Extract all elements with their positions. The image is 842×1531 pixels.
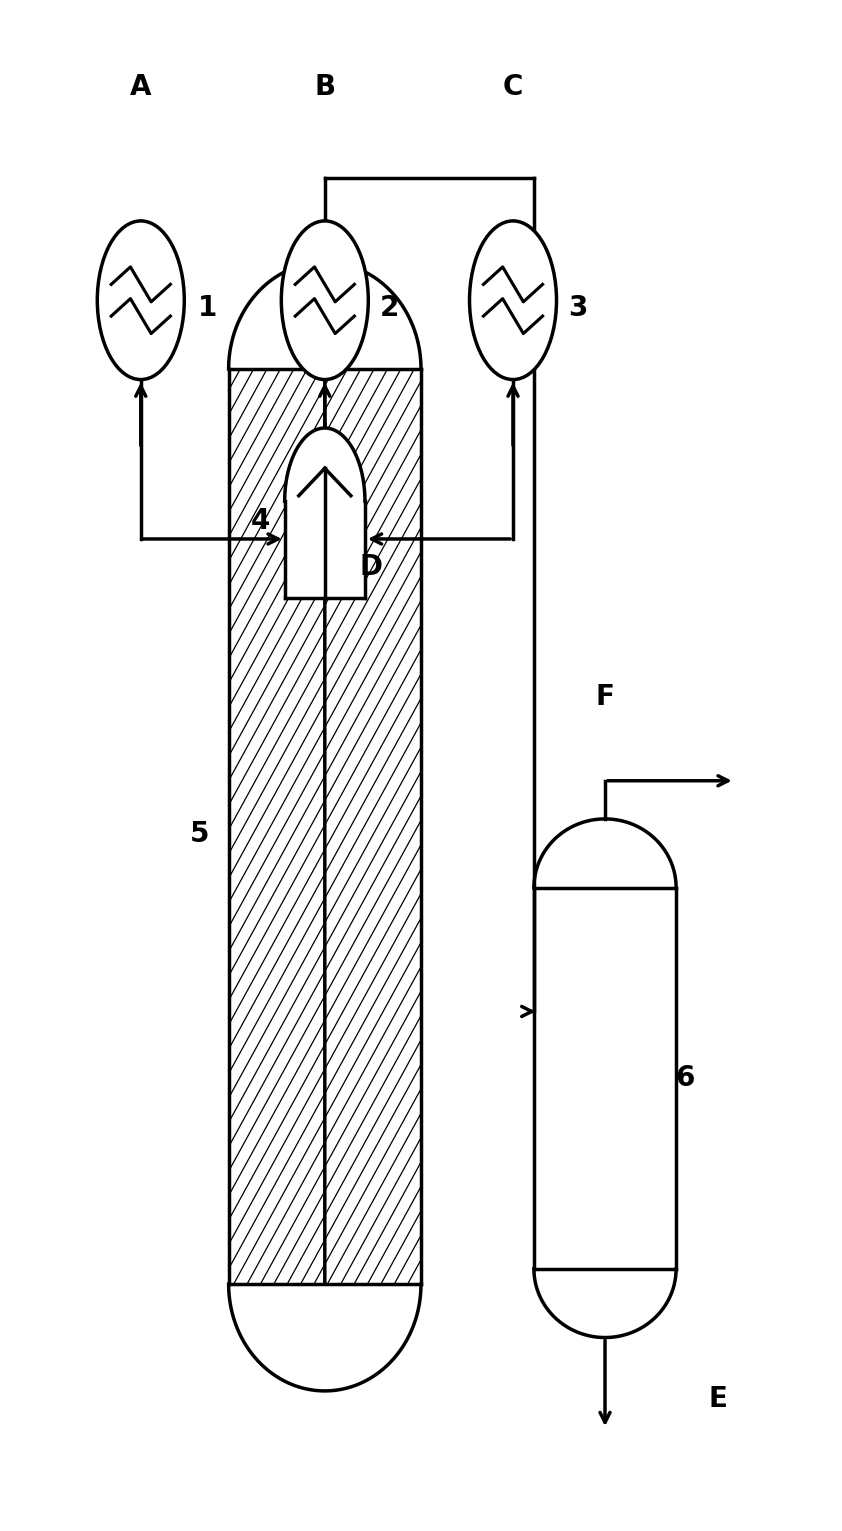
Polygon shape xyxy=(534,819,676,888)
Polygon shape xyxy=(534,1269,676,1338)
Text: 1: 1 xyxy=(198,294,217,322)
Text: F: F xyxy=(595,683,615,710)
Polygon shape xyxy=(229,369,421,1285)
Text: 6: 6 xyxy=(674,1064,694,1092)
Text: B: B xyxy=(314,72,335,101)
Text: A: A xyxy=(130,72,152,101)
Circle shape xyxy=(98,220,184,380)
Polygon shape xyxy=(534,888,676,1269)
Polygon shape xyxy=(285,429,365,501)
Text: C: C xyxy=(503,72,523,101)
Text: 5: 5 xyxy=(189,821,209,848)
Polygon shape xyxy=(229,369,421,1285)
Text: D: D xyxy=(360,553,382,582)
Polygon shape xyxy=(229,1285,421,1392)
Text: 4: 4 xyxy=(251,507,270,536)
Text: 2: 2 xyxy=(380,294,399,322)
Circle shape xyxy=(470,220,557,380)
Text: 3: 3 xyxy=(568,294,588,322)
Polygon shape xyxy=(229,262,421,369)
Text: E: E xyxy=(708,1384,727,1413)
Circle shape xyxy=(281,220,368,380)
Polygon shape xyxy=(285,501,365,597)
